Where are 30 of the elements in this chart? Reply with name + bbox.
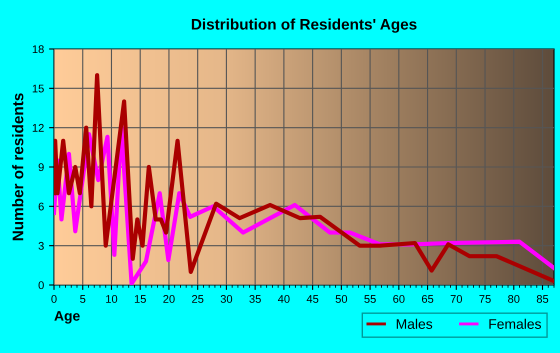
x-tick-label: 15 (134, 295, 146, 303)
x-tick-label: 80 (508, 295, 520, 303)
y-tick-label: 18 (32, 45, 44, 54)
y-tick-label: 6 (38, 202, 44, 210)
legend-label: Females (489, 318, 541, 329)
chart-title: Distribution of Residents' Ages (192, 18, 417, 33)
y-tick-label: 0 (38, 281, 44, 290)
y-tick-label: 12 (32, 124, 44, 132)
x-tick-label: 75 (479, 295, 491, 303)
x-axis-title: Age (54, 311, 80, 324)
x-tick-label: 40 (278, 295, 290, 303)
x-tick-label: 60 (393, 295, 405, 303)
y-tick-label: 3 (38, 242, 44, 250)
x-tick-label: 85 (536, 295, 548, 303)
y-tick-label: 15 (32, 84, 44, 92)
x-tick-label: 25 (192, 295, 204, 303)
y-axis-title: Number of residents (12, 93, 24, 240)
x-tick-label: 10 (106, 295, 118, 303)
x-tick-label: 50 (336, 295, 348, 303)
x-tick-label: 30 (220, 295, 232, 303)
x-tick-label: 5 (80, 295, 86, 303)
x-tick-label: 45 (306, 295, 318, 303)
y-tick-label: 9 (38, 163, 44, 172)
x-tick-label: 70 (450, 295, 462, 303)
x-tick-label: 65 (422, 295, 434, 303)
x-tick-label: 20 (163, 295, 175, 303)
x-tick-label: 35 (249, 295, 261, 303)
x-tick-label: 0 (51, 295, 57, 303)
x-tick-label: 55 (364, 295, 376, 303)
legend-label: Males (396, 318, 432, 329)
